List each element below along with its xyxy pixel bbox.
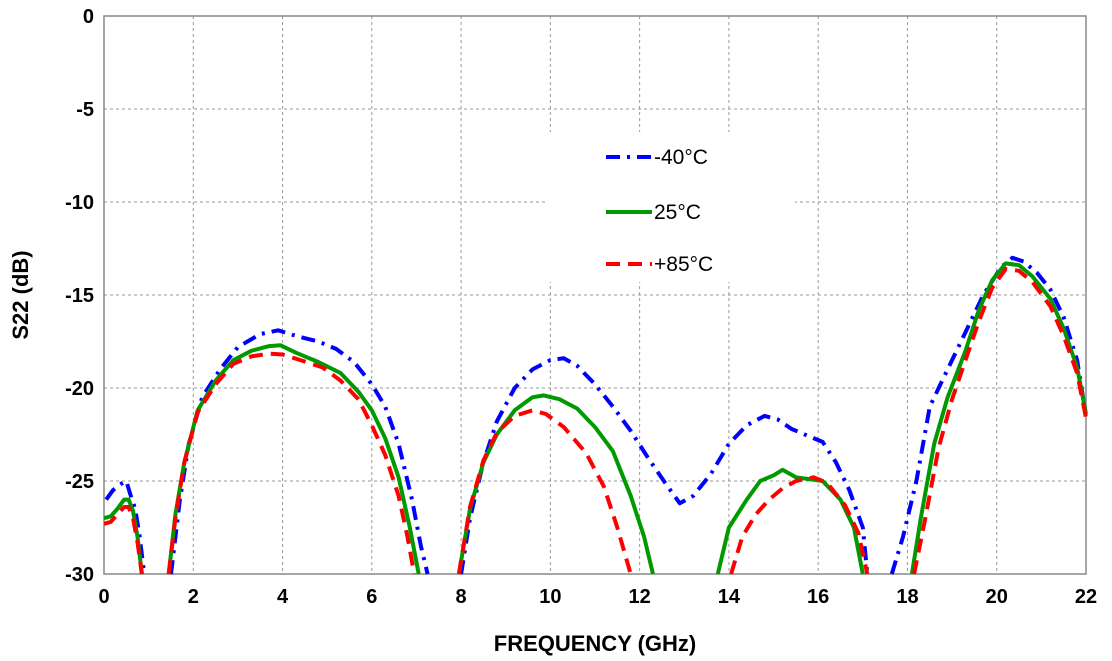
grid [103, 15, 1087, 575]
legend: -40°C 25°C +85°C [545, 132, 795, 282]
x-tick-label: 8 [456, 586, 467, 608]
legend-label-minus40c: -40°C [654, 146, 708, 169]
series-line [169, 328, 430, 575]
x-tick-label: 16 [807, 586, 829, 608]
series-line [103, 505, 144, 575]
y-tick-label: -30 [65, 564, 94, 586]
series-line [456, 408, 633, 575]
x-tick-label: 6 [366, 586, 377, 608]
series-line [909, 261, 1088, 575]
plot-area-frame [103, 15, 1087, 575]
x-tick-label: 20 [986, 586, 1008, 608]
series-line [459, 356, 870, 575]
y-tick-label: -20 [65, 378, 94, 400]
y-axis-ticks: 0 -5 -10 -15 -20 -25 -30 [65, 6, 94, 586]
legend-background [545, 132, 795, 282]
x-axis-title: FREQUENCY (GHz) [494, 631, 697, 656]
x-tick-label: 12 [629, 586, 651, 608]
x-tick-label: 4 [277, 586, 289, 608]
x-tick-label: 2 [188, 586, 199, 608]
x-tick-label: 18 [896, 586, 918, 608]
y-tick-label: -25 [65, 471, 94, 493]
x-axis-ticks: 0 2 4 6 8 10 12 14 16 18 20 22 [98, 586, 1097, 608]
series-line [912, 267, 1088, 575]
legend-label-25c: 25°C [654, 201, 701, 224]
y-tick-label: -5 [76, 99, 94, 121]
x-tick-label: 22 [1075, 586, 1097, 608]
x-tick-label: 0 [98, 586, 109, 608]
y-tick-label: -15 [65, 285, 94, 307]
legend-label-plus85c: +85°C [654, 253, 713, 276]
y-tick-label: -10 [65, 192, 94, 214]
series-lines [103, 255, 1088, 575]
series-line [166, 343, 421, 575]
series-line [103, 497, 144, 575]
y-tick-label: 0 [83, 6, 94, 28]
series-line [104, 479, 147, 575]
x-tick-label: 10 [539, 586, 561, 608]
series-line [166, 351, 417, 575]
series-line [889, 255, 1088, 575]
y-axis-title: S22 (dB) [8, 250, 33, 339]
series-line [729, 475, 870, 575]
x-tick-label: 14 [718, 586, 741, 608]
